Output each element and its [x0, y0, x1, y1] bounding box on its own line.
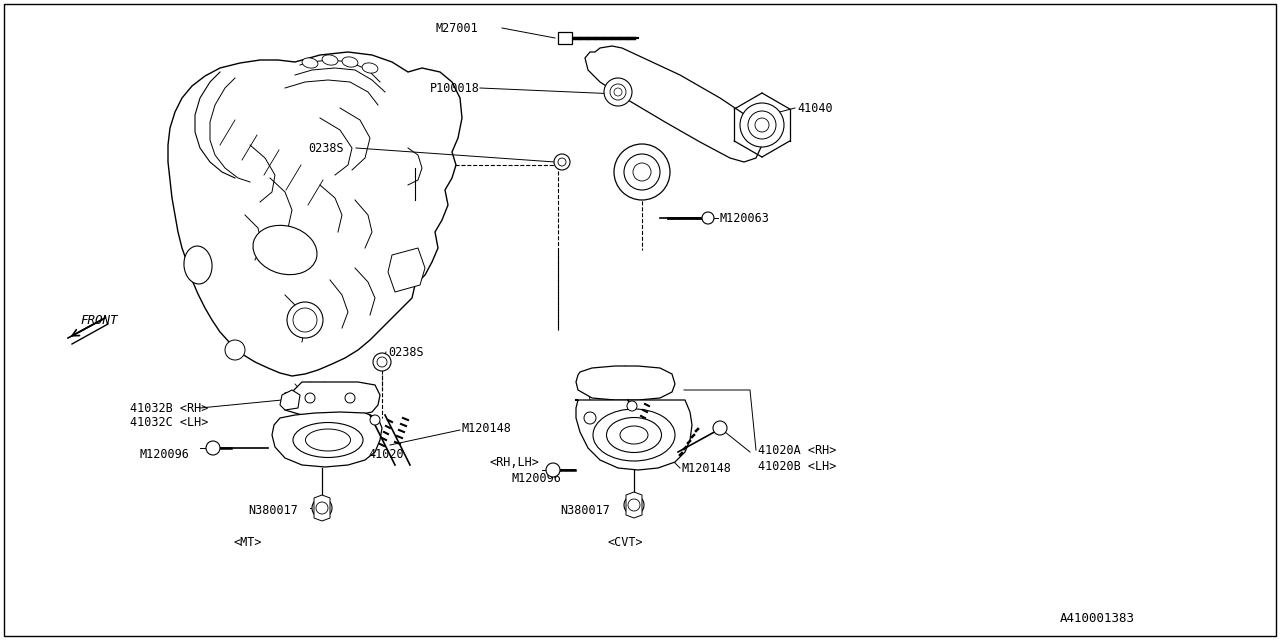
Circle shape	[625, 495, 644, 515]
Circle shape	[293, 308, 317, 332]
Circle shape	[287, 302, 323, 338]
Ellipse shape	[253, 225, 317, 275]
Polygon shape	[168, 52, 462, 376]
Ellipse shape	[302, 58, 317, 68]
Ellipse shape	[293, 422, 364, 458]
Circle shape	[628, 499, 640, 511]
Polygon shape	[280, 390, 300, 410]
Circle shape	[701, 212, 714, 224]
Circle shape	[614, 88, 622, 96]
Circle shape	[312, 498, 332, 518]
Text: 41020: 41020	[369, 449, 403, 461]
Text: 0238S: 0238S	[308, 141, 343, 154]
Circle shape	[611, 84, 626, 100]
Polygon shape	[626, 492, 643, 518]
Circle shape	[584, 412, 596, 424]
Circle shape	[316, 502, 328, 514]
Circle shape	[627, 401, 637, 411]
Text: M120096: M120096	[140, 449, 189, 461]
Circle shape	[604, 78, 632, 106]
Circle shape	[748, 111, 776, 139]
Text: M120063: M120063	[719, 211, 769, 225]
Circle shape	[370, 415, 380, 425]
Circle shape	[378, 357, 387, 367]
Text: M120148: M120148	[462, 422, 512, 435]
Text: 41032C <LH>: 41032C <LH>	[131, 415, 209, 429]
Circle shape	[305, 393, 315, 403]
Text: <CVT>: <CVT>	[607, 536, 643, 548]
Text: M120148: M120148	[682, 461, 732, 474]
Ellipse shape	[620, 426, 648, 444]
Text: FRONT: FRONT	[79, 314, 118, 326]
Ellipse shape	[323, 55, 338, 65]
Text: <RH,LH>: <RH,LH>	[490, 456, 540, 468]
Circle shape	[372, 353, 390, 371]
Polygon shape	[388, 248, 425, 292]
Text: <MT>: <MT>	[234, 536, 262, 548]
Polygon shape	[576, 366, 675, 400]
Circle shape	[558, 158, 566, 166]
Polygon shape	[585, 46, 762, 162]
Text: N380017: N380017	[561, 504, 609, 516]
Text: 41040: 41040	[797, 102, 832, 115]
Text: 41020B <LH>: 41020B <LH>	[758, 460, 836, 472]
Text: 41020A <RH>: 41020A <RH>	[758, 444, 836, 456]
Polygon shape	[273, 412, 381, 467]
Ellipse shape	[607, 417, 662, 452]
Circle shape	[713, 421, 727, 435]
Circle shape	[614, 144, 669, 200]
Text: A410001383: A410001383	[1060, 611, 1135, 625]
Circle shape	[740, 103, 783, 147]
Text: M27001: M27001	[436, 22, 479, 35]
Circle shape	[634, 163, 652, 181]
Polygon shape	[314, 495, 330, 521]
Circle shape	[206, 441, 220, 455]
Text: N380017: N380017	[248, 504, 298, 516]
Ellipse shape	[342, 57, 358, 67]
Circle shape	[225, 340, 244, 360]
Polygon shape	[575, 400, 692, 470]
Text: 0238S: 0238S	[388, 346, 424, 358]
Circle shape	[547, 463, 561, 477]
Circle shape	[346, 393, 355, 403]
Circle shape	[755, 118, 769, 132]
Ellipse shape	[184, 246, 212, 284]
Polygon shape	[558, 32, 572, 44]
Text: 41032B <RH>: 41032B <RH>	[131, 401, 209, 415]
Text: P100018: P100018	[430, 81, 480, 95]
Ellipse shape	[362, 63, 378, 73]
Circle shape	[554, 154, 570, 170]
Ellipse shape	[306, 429, 351, 451]
Text: M120096: M120096	[512, 472, 562, 484]
Circle shape	[625, 154, 660, 190]
Ellipse shape	[593, 409, 675, 461]
Polygon shape	[282, 382, 380, 415]
